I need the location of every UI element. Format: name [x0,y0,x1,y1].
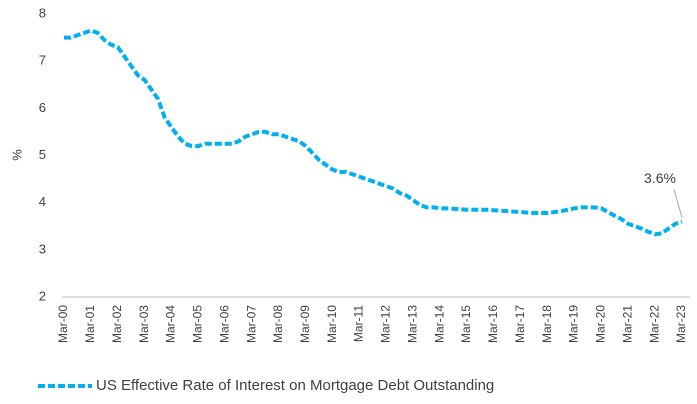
y-tick-label: 7 [39,53,46,68]
leader-line [673,189,683,218]
y-tick-label: 5 [39,147,46,162]
x-tick-label: Mar-17 [513,305,527,343]
x-tick-label: Mar-09 [298,305,312,343]
y-tick-label: 6 [39,100,46,115]
legend-label: US Effective Rate of Interest on Mortgag… [96,377,494,394]
line-series [64,28,683,237]
y-tick-label: 3 [39,241,46,256]
x-tick-label: Mar-22 [647,305,661,343]
x-tick-label: Mar-23 [674,305,688,343]
x-tick-label: Mar-05 [191,305,205,343]
x-tick-label: Mar-01 [83,305,97,343]
x-tick-label: Mar-12 [379,305,393,343]
x-tick-label: Mar-18 [540,305,554,343]
y-tick-label: 4 [39,194,46,209]
data-label: 3.6% [644,170,676,186]
x-tick-label: Mar-20 [594,305,608,343]
x-tick-label: Mar-00 [56,305,70,343]
x-tick-label: Mar-11 [352,305,366,342]
x-tick-label: Mar-06 [217,305,231,343]
x-tick-label: Mar-21 [620,305,634,343]
x-tick-label: Mar-02 [110,305,124,343]
y-axis-label: % [9,149,24,161]
x-tick-label: Mar-08 [271,305,285,343]
x-tick-label: Mar-15 [459,305,473,343]
x-tick-label: Mar-14 [432,305,446,343]
y-tick-label: 8 [39,5,46,20]
x-tick-label: Mar-19 [567,305,581,343]
x-tick-label: Mar-16 [486,305,500,343]
x-tick-label: Mar-07 [244,305,258,343]
x-tick-label: Mar-04 [164,305,178,343]
x-tick-label: Mar-13 [405,305,419,343]
x-tick-label: Mar-10 [325,305,339,343]
x-tick-label: Mar-03 [137,305,151,343]
y-tick-label: 2 [39,288,46,303]
